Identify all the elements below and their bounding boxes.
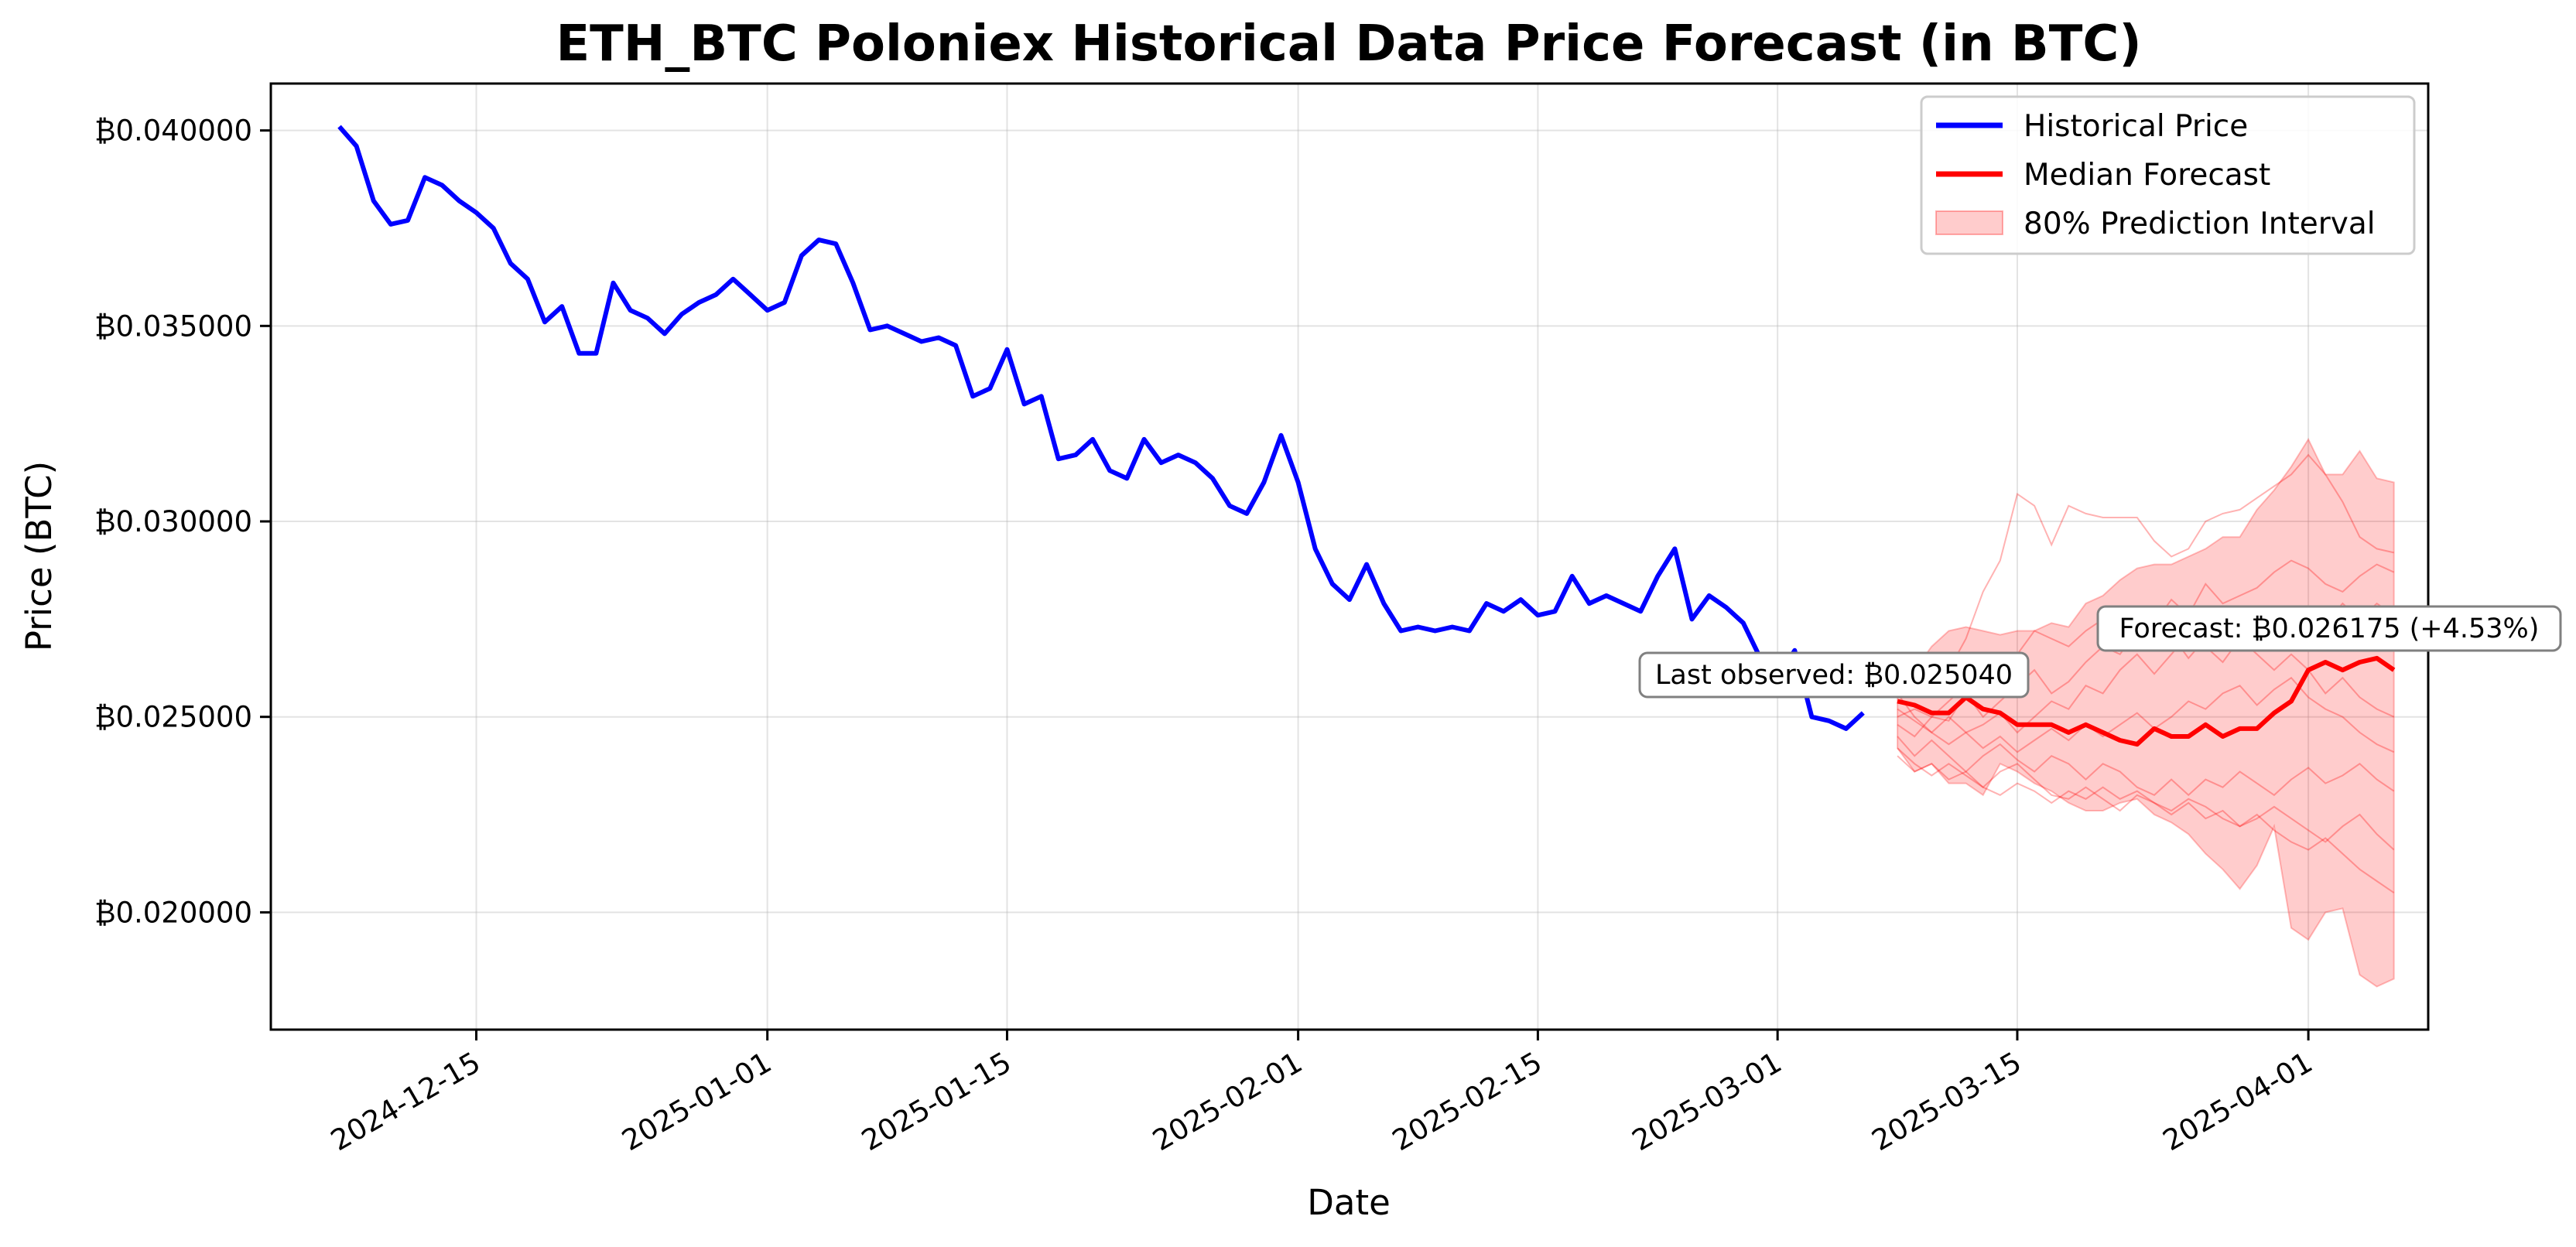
median-forecast-line [1897,655,2396,747]
prediction-interval-band [1897,437,2395,988]
chart-title: ETH_BTC Poloniex Historical Data Price F… [556,15,2141,73]
last-observed-label: Last observed: ₿0.025040 [1655,660,2013,691]
legend-median-label: Median Forecast [2024,158,2270,193]
y-tick-label: ₿0.025000 [94,701,252,734]
forecast-sample-path [1897,676,2395,753]
x-axis-label: Date [1307,1182,1391,1223]
last-observed-box [1638,651,2030,699]
y-axis-label: Price (BTC) [19,461,60,651]
y-tick-label: ₿0.020000 [94,896,252,929]
plot-frame [269,82,2430,1031]
legend-interval-label: 80% Prediction Interval [2024,207,2376,241]
legend-box [1920,95,2416,255]
legend: Historical Price Median Forecast 80% Pre… [1920,95,2416,255]
forecast-sample-path [1897,453,2394,687]
forecast-box [2096,605,2562,652]
last-observed-annotation: Last observed: ₿0.025040 [1638,651,2030,699]
y-tick-label: ₿0.040000 [94,114,252,148]
legend-historical-label: Historical Price [2024,109,2248,144]
y-tick-label: ₿0.030000 [94,505,252,538]
forecast-sample-path [1897,755,2395,893]
forecast-sample-path [1897,736,2395,797]
legend-interval-swatch [1935,210,2003,235]
y-tick-label: ₿0.035000 [94,309,252,343]
historical-price-line [337,125,1865,731]
forecast-sample-path [1897,747,2395,851]
y-axis-ticks: ₿0.020000 ₿0.025000 ₿0.030000 ₿0.035000 ₿0.0… [94,114,271,929]
grid-lines [271,84,2428,1030]
forecast-annotation: Forecast: ₿0.026175 (+4.53%) [2096,605,2562,652]
forecast-label: Forecast: ₿0.026175 (+4.53%) [2119,613,2540,644]
forecast-sample-path [1897,634,2395,734]
plot-area [337,125,2396,988]
